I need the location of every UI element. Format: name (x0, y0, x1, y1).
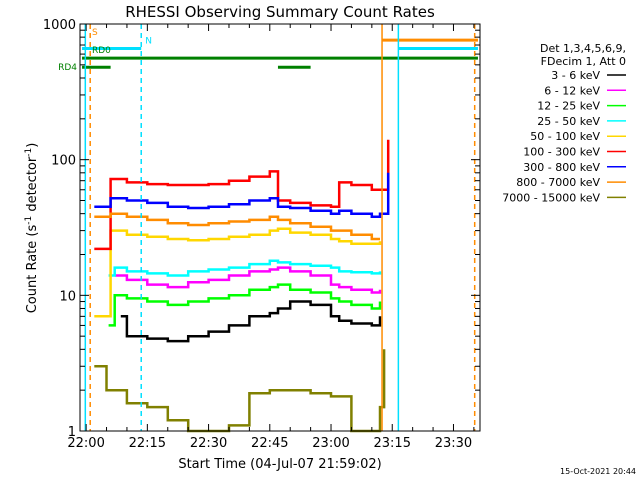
legend-entry-label: 6 - 12 keV (544, 84, 600, 97)
x-tick-label: 22:45 (251, 436, 288, 451)
x-tick-label: 23:15 (374, 436, 411, 451)
y-axis: 1 10 100 1000 (43, 18, 480, 440)
series-line-1 (114, 266, 382, 294)
series-line-0 (120, 300, 382, 343)
flag-label-n: N (145, 36, 152, 46)
y-axis-label-mid: detector (25, 156, 40, 216)
y-tick-label: 100 (51, 154, 76, 169)
legend-header-line: Det 1,3,4,5,6,9, (540, 42, 626, 55)
y-tick-label: 10 (59, 289, 76, 304)
x-tick-label: 22:15 (129, 436, 166, 451)
flag-bars: S N RD0 RD4 (58, 28, 478, 73)
legend-entry-label: 50 - 100 keV (530, 130, 600, 143)
legend-header-line: FDecim 1, Att 0 (541, 55, 626, 68)
series-layer (94, 139, 390, 433)
legend-entry-label: 800 - 7000 keV (516, 176, 600, 189)
series-line-3 (108, 259, 382, 277)
y-axis-label-main: Count Rate (s (25, 225, 40, 314)
flag-label-s: S (92, 28, 98, 38)
y-axis-label-end: ) (25, 143, 40, 148)
series-line-2 (108, 283, 382, 327)
flag-label-rd4: RD4 (58, 63, 77, 73)
series-line-7 (94, 212, 380, 241)
legend-entry-label: 3 - 6 keV (551, 69, 600, 82)
legend-entry-label: 25 - 50 keV (537, 115, 600, 128)
x-tick-label: 23:30 (435, 436, 472, 451)
y-tick-label: 1 (68, 425, 76, 440)
flag-label-rd0: RD0 (92, 46, 111, 56)
y-axis-label-exp1: -1 (24, 216, 34, 225)
plot-frame (79, 23, 481, 432)
x-axis: 22:00 22:15 22:30 22:45 23:00 23:15 23:30 (67, 24, 475, 451)
y-axis-label-exp2: -1 (24, 148, 34, 157)
x-tick-label: 22:30 (190, 436, 227, 451)
x-axis-label: Start Time (04-Jul-07 21:59:02) (178, 457, 381, 472)
flag-vertical-lines (84, 24, 476, 431)
x-tick-label: 23:00 (312, 436, 349, 451)
y-axis-label: Count Rate (s-1 detector-1) (24, 143, 40, 314)
legend-entry-label: 300 - 800 keV (523, 161, 600, 174)
legend: Det 1,3,4,5,6,9,FDecim 1, Att 03 - 6 keV… (502, 42, 626, 204)
series-line-5 (94, 139, 390, 251)
y-tick-label: 1000 (43, 18, 76, 33)
chart-title: RHESSI Observing Summary Count Rates (125, 3, 435, 21)
legend-entry-label: 100 - 300 keV (523, 146, 600, 159)
series-line-6 (94, 172, 390, 218)
series-line-4 (94, 227, 382, 318)
legend-entry-label: 7000 - 15000 keV (502, 191, 600, 204)
x-tick-label: 22:00 (67, 436, 104, 451)
legend-entry-label: 12 - 25 keV (537, 100, 600, 113)
footer-timestamp: 15-Oct-2021 20:44 (560, 467, 636, 476)
